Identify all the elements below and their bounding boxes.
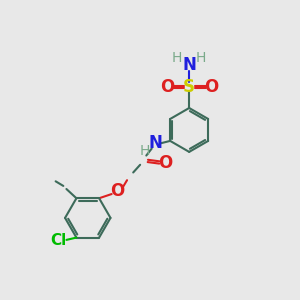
- Text: N: N: [148, 134, 163, 152]
- Text: Cl: Cl: [51, 233, 67, 248]
- Text: O: O: [110, 182, 124, 200]
- Text: O: O: [204, 78, 218, 96]
- Text: N: N: [182, 56, 196, 74]
- Text: H: H: [196, 51, 206, 65]
- Text: H: H: [172, 51, 182, 65]
- Text: O: O: [160, 78, 174, 96]
- Text: H: H: [140, 144, 150, 158]
- Text: O: O: [158, 154, 172, 172]
- Text: S: S: [183, 78, 195, 96]
